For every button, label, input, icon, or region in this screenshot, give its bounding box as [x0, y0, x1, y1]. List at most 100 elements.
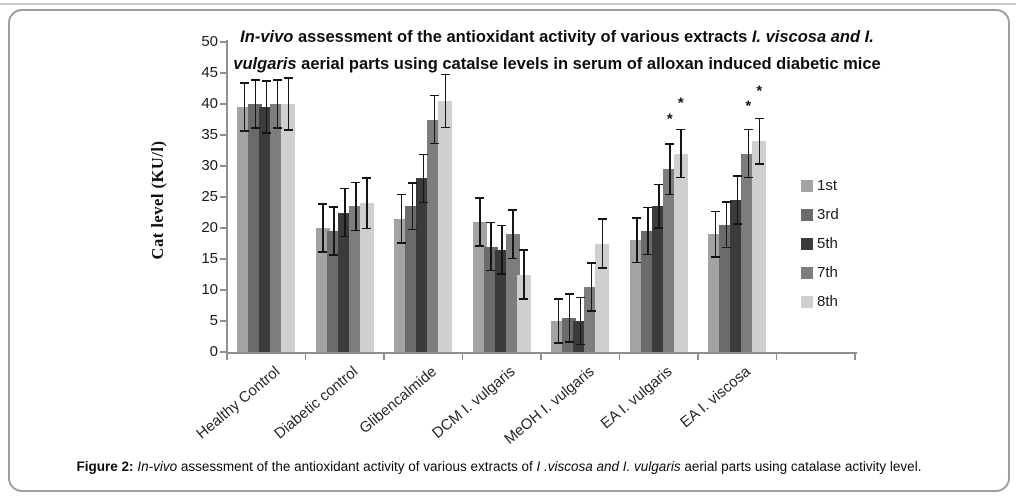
error-bar-cap-bottom — [239, 130, 249, 132]
y-tick — [220, 351, 227, 353]
error-bar-cap-top — [597, 218, 607, 220]
legend-item-1st: 1st — [801, 171, 839, 200]
error-bar-cap-bottom — [340, 235, 350, 238]
figure-caption: Figure 2: In-vivo assessment of the anti… — [20, 458, 978, 475]
error-bar-cap-bottom — [743, 176, 753, 179]
error-bar-line — [243, 82, 245, 132]
bar-3rd-diabetic-control — [326, 231, 341, 352]
bar-5th-diabetic-control — [337, 212, 352, 352]
bar-8th-ea-i-viscosa — [752, 141, 767, 352]
error-bar-cap-bottom — [553, 342, 563, 344]
error-bar-line — [287, 77, 289, 131]
y-tick-label: 35 — [201, 126, 218, 143]
bar-3rd-ea-i-viscosa — [719, 224, 734, 352]
significance-asterisk: * — [666, 110, 673, 128]
error-bar-cap-top — [665, 143, 675, 145]
error-bar-line — [579, 296, 581, 346]
legend-swatch-icon — [801, 266, 813, 279]
error-bar-line — [322, 203, 324, 253]
bar-5th-ea-i-vulgaris — [651, 206, 666, 352]
text-segment: assessment of the antioxidant activity o… — [180, 459, 537, 474]
y-tick — [220, 196, 227, 198]
error-bar-line — [523, 249, 525, 300]
error-bar-cap-top — [676, 128, 686, 131]
error-bar-cap-bottom — [329, 254, 339, 256]
significance-asterisk: * — [756, 82, 763, 100]
x-tick — [540, 354, 542, 360]
bar-8th-diabetic-control — [359, 203, 374, 352]
bar-3rd-glibencalmide — [405, 206, 420, 352]
text-segment: I .viscosa and I. vulgaris — [536, 459, 685, 474]
error-bar-cap-bottom — [418, 201, 428, 204]
bar-1st-ea-i-viscosa — [708, 234, 723, 352]
bar-3rd-healthy-control — [248, 104, 263, 352]
bar-1st-ea-i-vulgaris — [629, 240, 644, 352]
error-bar-line — [366, 177, 368, 230]
text-segment: In-vivo — [137, 459, 181, 474]
error-bar-cap-top — [710, 210, 720, 213]
x-tick — [697, 354, 699, 360]
bar-7th-dcm-i-vulgaris — [505, 234, 520, 352]
legend-swatch-icon — [801, 295, 813, 308]
error-bar-cap-top — [586, 262, 596, 264]
error-bar-line — [355, 181, 357, 232]
error-bar-cap-top — [272, 79, 282, 81]
x-category-label: Healthy Control — [193, 363, 284, 443]
error-bar-line — [568, 293, 570, 343]
error-bar-cap-top — [329, 206, 339, 208]
x-tick — [226, 354, 228, 360]
legend-label: 1st — [817, 177, 838, 194]
error-bar-cap-top — [250, 79, 260, 81]
y-tick — [220, 134, 227, 136]
error-bar-line — [344, 187, 346, 238]
error-bar-cap-bottom — [396, 242, 406, 244]
error-bar-cap-top — [261, 80, 271, 82]
error-bar-cap-bottom — [519, 298, 529, 300]
error-bar-cap-bottom — [475, 245, 485, 247]
error-bar-cap-bottom — [272, 127, 282, 129]
x-category-label: EA I. vulgaris — [597, 363, 676, 433]
bar-7th-healthy-control — [270, 104, 285, 352]
error-bar-line — [276, 79, 278, 129]
error-bar-cap-bottom — [318, 251, 328, 253]
y-tick-label: 25 — [201, 188, 218, 205]
error-bar-cap-bottom — [261, 132, 271, 134]
bar-8th-glibencalmide — [438, 100, 453, 352]
bar-5th-ea-i-viscosa — [730, 200, 745, 352]
x-tick — [383, 354, 385, 360]
error-bar-cap-bottom — [362, 227, 372, 230]
bar-1st-diabetic-control — [315, 228, 330, 352]
legend-item-5th: 5th — [801, 229, 839, 258]
error-bar-line — [490, 221, 492, 272]
chart-title: In-vivo assessment of the antioxidant ac… — [212, 24, 902, 78]
x-tick — [854, 354, 856, 360]
top-divider-rule — [0, 3, 1016, 5]
error-bar-line — [680, 128, 682, 179]
error-bar-cap-top — [754, 117, 764, 120]
y-tick — [220, 72, 227, 74]
legend-swatch-icon — [801, 237, 813, 250]
bar-5th-dcm-i-vulgaris — [494, 249, 509, 352]
bar-1st-healthy-control — [237, 107, 252, 352]
error-bar-cap-bottom — [654, 227, 664, 229]
error-bar-cap-bottom — [643, 253, 653, 256]
error-bar-line — [736, 175, 738, 225]
error-bar-line — [512, 209, 514, 259]
error-bar-cap-bottom — [564, 341, 574, 343]
bar-8th-meoh-i-vulgaris — [595, 243, 610, 352]
error-bar-cap-bottom — [351, 229, 361, 232]
error-bar-cap-bottom — [283, 129, 293, 131]
bar-3rd-ea-i-vulgaris — [640, 231, 655, 352]
error-bar-line — [422, 153, 424, 204]
error-bar-cap-top — [564, 293, 574, 295]
error-bar-cap-top — [508, 209, 518, 211]
y-tick — [220, 289, 227, 291]
error-bar-cap-bottom — [721, 246, 731, 249]
bar-1st-glibencalmide — [394, 218, 409, 352]
error-bar-cap-bottom — [754, 163, 764, 165]
error-bar-line — [557, 298, 559, 344]
error-bar-line — [714, 210, 716, 258]
error-bar-line — [411, 182, 413, 231]
y-tick-label: 40 — [201, 95, 218, 112]
error-bar-cap-top — [418, 153, 428, 156]
